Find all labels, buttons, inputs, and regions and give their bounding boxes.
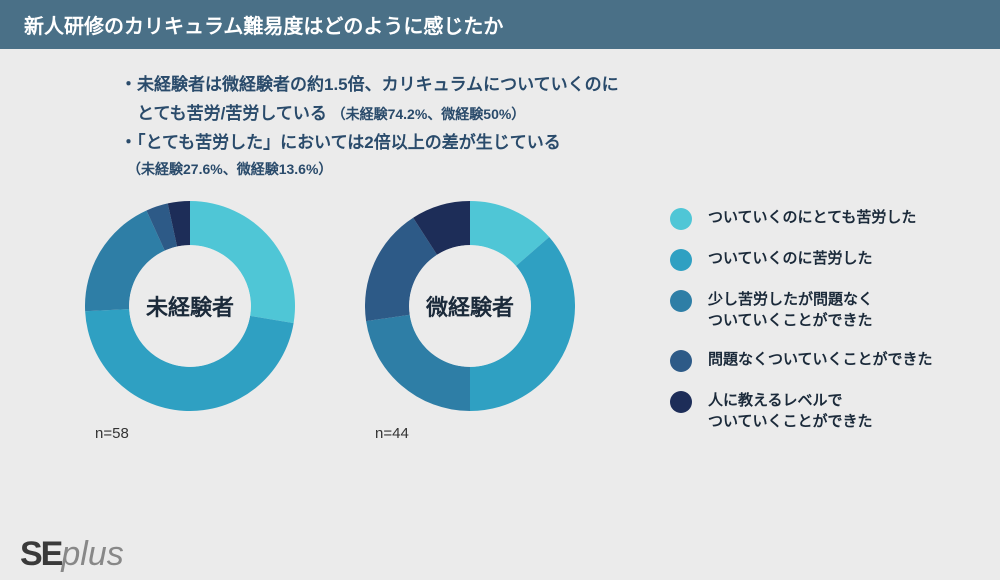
legend-swatch-2 xyxy=(670,290,692,312)
legend-item-0: ついていくのにとても苦労した xyxy=(670,207,933,230)
note-line-2a: ・「とても苦労した」においては2倍以上の差が生じている xyxy=(120,129,1000,158)
donut-hole xyxy=(409,246,531,368)
charts-row: 未経験者 n=58 微経験者 n=44 ついていくのにとても苦労したついていくの… xyxy=(0,201,1000,450)
legend-label-1: ついていくのに苦労した xyxy=(708,248,873,269)
chart-n-1: n=44 xyxy=(375,425,590,442)
title-text: 新人研修のカリキュラム難易度はどのように感じたか xyxy=(24,16,503,38)
legend-swatch-1 xyxy=(670,249,692,271)
donut-chart-0 xyxy=(85,201,295,411)
donut-chart-1 xyxy=(365,201,575,411)
legend-item-4: 人に教えるレベルで ついていくことができた xyxy=(670,390,933,432)
legend-swatch-3 xyxy=(670,350,692,372)
legend-swatch-4 xyxy=(670,391,692,413)
donut-hole xyxy=(129,246,251,368)
note-line-1a: ・未経験者は微経験者の約1.5倍、カリキュラムについていくのに xyxy=(120,71,1000,100)
logo: SEplus xyxy=(20,535,124,574)
note-line-1b: とても苦労/苦労している （未経験74.2%、微経験50%） xyxy=(120,100,1000,129)
summary-notes: ・未経験者は微経験者の約1.5倍、カリキュラムについていくのに とても苦労/苦労… xyxy=(120,71,1000,181)
legend-label-0: ついていくのにとても苦労した xyxy=(708,207,916,228)
legend-item-3: 問題なくついていくことができた xyxy=(670,349,933,372)
chart-n-0: n=58 xyxy=(95,425,310,442)
legend-label-4: 人に教えるレベルで ついていくことができた xyxy=(708,390,873,432)
note-line-2-sub: （未経験27.6%、微経験13.6%） xyxy=(120,158,1000,182)
legend-label-2: 少し苦労したが問題なく ついていくことができた xyxy=(708,289,873,331)
page-title: 新人研修のカリキュラム難易度はどのように感じたか xyxy=(0,0,1000,49)
chart-block-1: 微経験者 n=44 xyxy=(350,201,590,442)
legend-item-2: 少し苦労したが問題なく ついていくことができた xyxy=(670,289,933,331)
chart-block-0: 未経験者 n=58 xyxy=(70,201,310,442)
legend-label-3: 問題なくついていくことができた xyxy=(708,349,933,370)
logo-se: SE xyxy=(20,535,61,573)
legend-item-1: ついていくのに苦労した xyxy=(670,248,933,271)
legend: ついていくのにとても苦労したついていくのに苦労した少し苦労したが問題なく ついて… xyxy=(670,207,933,450)
logo-plus: plus xyxy=(61,535,123,573)
legend-swatch-0 xyxy=(670,208,692,230)
